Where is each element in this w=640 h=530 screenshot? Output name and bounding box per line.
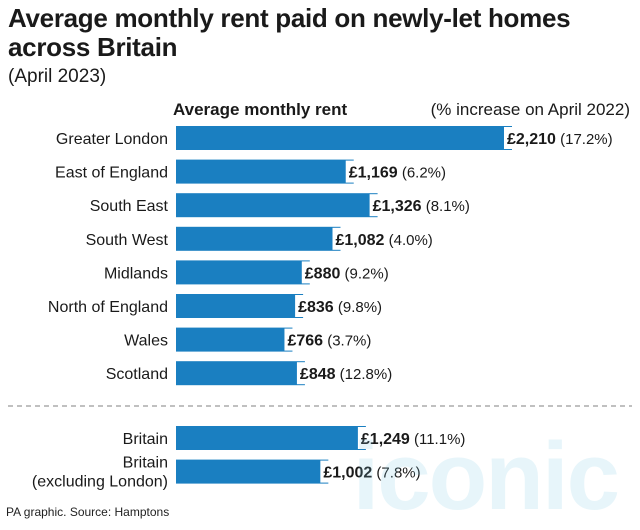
bar <box>176 193 378 218</box>
bar <box>176 327 293 352</box>
data-label-background <box>504 127 616 149</box>
category-label: Greater London <box>56 131 168 148</box>
data-label-background <box>295 295 386 317</box>
data-label-background <box>320 460 424 483</box>
bar <box>176 459 329 484</box>
category-label: East of England <box>55 165 168 182</box>
category-label: South West <box>86 232 169 249</box>
data-label-background <box>296 362 396 385</box>
bar <box>176 294 304 318</box>
data-label: £1,169 (6.2%) <box>349 165 446 182</box>
data-label: £848 (12.8%) <box>300 366 392 383</box>
data-label: £1,002 (7.8%) <box>323 465 420 482</box>
data-label-background <box>332 227 436 250</box>
data-label-background <box>345 160 450 183</box>
category-label: Scotland <box>106 366 168 383</box>
category-label: North of England <box>48 299 168 316</box>
category-label: Britain <box>123 431 168 448</box>
source-note: PA graphic. Source: Hamptons <box>6 505 170 519</box>
data-label-background <box>301 261 392 284</box>
column-header-change: (% increase on April 2022) <box>431 100 630 119</box>
bar <box>176 426 366 450</box>
bar <box>176 159 354 184</box>
data-label: £1,249 (11.1%) <box>361 431 466 448</box>
data-label: £1,326 (8.1%) <box>373 198 470 215</box>
data-label-background <box>369 194 473 217</box>
bar <box>176 361 305 386</box>
category-label: South East <box>90 198 169 215</box>
chart-subtitle: (April 2023) <box>8 66 107 87</box>
data-label-background <box>284 328 375 351</box>
column-header-value: Average monthly rent <box>173 100 347 119</box>
data-label: £836 (9.8%) <box>298 299 382 316</box>
data-label: £880 (9.2%) <box>305 265 389 282</box>
data-label: £1,082 (4.0%) <box>336 232 433 249</box>
data-label: £766 (3.7%) <box>287 333 371 350</box>
bar <box>176 126 512 150</box>
chart-title: Average monthly rent paid on newly-let h… <box>8 3 571 62</box>
bar <box>176 226 341 251</box>
data-label: £2,210 (17.2%) <box>507 131 613 148</box>
category-label: Midlands <box>104 265 168 282</box>
bar <box>176 260 310 285</box>
category-label: Britain (excluding London) <box>32 455 168 491</box>
category-label: Wales <box>124 333 168 350</box>
data-label-background <box>357 427 469 449</box>
